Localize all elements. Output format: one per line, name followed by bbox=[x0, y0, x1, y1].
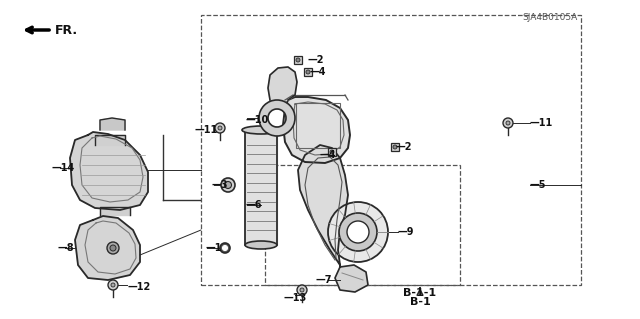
Circle shape bbox=[300, 288, 304, 292]
Circle shape bbox=[220, 243, 230, 253]
Ellipse shape bbox=[242, 126, 280, 134]
Circle shape bbox=[221, 178, 235, 192]
Text: SJA4B0105A: SJA4B0105A bbox=[523, 13, 578, 23]
Bar bbox=[265, 165, 460, 285]
Text: —5: —5 bbox=[530, 180, 547, 190]
Text: FR.: FR. bbox=[55, 24, 78, 36]
Text: —1: —1 bbox=[205, 243, 221, 253]
Text: —14: —14 bbox=[52, 163, 76, 173]
Bar bbox=[304, 68, 312, 76]
Text: B-1-1: B-1-1 bbox=[403, 288, 436, 298]
Polygon shape bbox=[283, 97, 350, 163]
Bar bbox=[294, 56, 302, 64]
Text: —2: —2 bbox=[308, 55, 324, 65]
Circle shape bbox=[328, 202, 388, 262]
Text: —6: —6 bbox=[245, 200, 262, 210]
Circle shape bbox=[347, 221, 369, 243]
Bar bbox=[391, 143, 399, 151]
Text: —12: —12 bbox=[127, 282, 150, 292]
Polygon shape bbox=[298, 145, 348, 265]
Text: —8: —8 bbox=[57, 243, 74, 253]
Ellipse shape bbox=[245, 241, 277, 249]
Circle shape bbox=[111, 283, 115, 287]
Bar bbox=[328, 148, 336, 156]
Text: —4: —4 bbox=[310, 67, 326, 77]
Circle shape bbox=[339, 213, 377, 251]
Polygon shape bbox=[95, 135, 125, 145]
Polygon shape bbox=[268, 67, 297, 100]
Bar bbox=[201, 15, 581, 285]
Text: —2: —2 bbox=[396, 142, 413, 152]
Circle shape bbox=[503, 118, 513, 128]
Text: —3: —3 bbox=[212, 180, 228, 190]
Text: —4: —4 bbox=[320, 150, 337, 160]
Text: —11: —11 bbox=[530, 118, 553, 128]
Circle shape bbox=[296, 58, 300, 62]
Text: —7: —7 bbox=[315, 275, 332, 285]
Circle shape bbox=[108, 280, 118, 290]
Circle shape bbox=[306, 70, 310, 74]
Polygon shape bbox=[70, 132, 148, 210]
Circle shape bbox=[107, 242, 119, 254]
Polygon shape bbox=[100, 207, 130, 215]
Circle shape bbox=[223, 246, 227, 250]
Wedge shape bbox=[259, 100, 295, 136]
Circle shape bbox=[225, 182, 232, 189]
Circle shape bbox=[393, 145, 397, 149]
Circle shape bbox=[215, 123, 225, 133]
Polygon shape bbox=[100, 118, 125, 130]
Circle shape bbox=[330, 150, 334, 154]
Text: —9: —9 bbox=[398, 227, 415, 237]
Circle shape bbox=[297, 285, 307, 295]
Text: —10: —10 bbox=[245, 115, 268, 125]
Polygon shape bbox=[335, 265, 368, 292]
Circle shape bbox=[110, 245, 116, 251]
Bar bbox=[296, 103, 340, 148]
Text: B-1: B-1 bbox=[410, 297, 430, 307]
Circle shape bbox=[506, 121, 510, 125]
Text: —11: —11 bbox=[195, 125, 218, 135]
Circle shape bbox=[218, 126, 222, 130]
Text: —13: —13 bbox=[284, 293, 307, 303]
Polygon shape bbox=[245, 130, 277, 245]
Polygon shape bbox=[75, 216, 140, 280]
